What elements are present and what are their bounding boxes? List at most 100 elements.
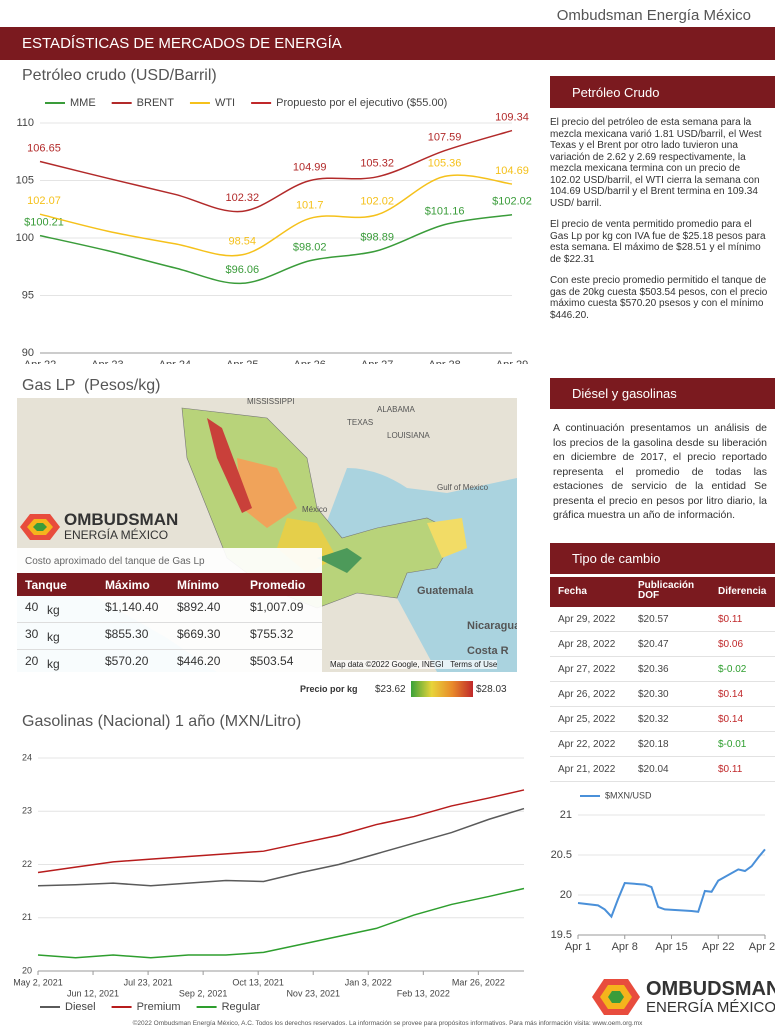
y-tick-label: 22 <box>22 859 32 869</box>
row-line <box>17 649 322 650</box>
gas-chart: Gasolinas (Nacional) 1 año (MXN/Litro) 20… <box>13 713 525 1013</box>
logo-icon <box>20 514 60 540</box>
column-header: Mínimo <box>177 578 219 592</box>
data-label: 105.32 <box>360 158 394 170</box>
scale-min: $23.62 <box>375 684 406 695</box>
column-header: Máximo <box>105 578 150 592</box>
data-label: $96.06 <box>225 264 259 276</box>
paragraph: A continuación presentamos un análisis d… <box>553 422 767 521</box>
y-tick-label: 21 <box>22 912 32 922</box>
row-line <box>550 731 775 732</box>
x-tick-label: Jan 3, 2022 <box>345 977 392 987</box>
series-line <box>37 887 525 959</box>
table-header <box>550 577 775 607</box>
gas-lp-title: Gas LP (Pesos/kg) <box>22 377 161 394</box>
scale-bar <box>411 681 473 697</box>
x-tick-label: Feb 13, 2022 <box>397 988 450 998</box>
row-line <box>550 781 775 782</box>
attribution: Map data ©2022 Google, INEGI <box>330 660 444 669</box>
table-cell: $855.30 <box>105 627 149 641</box>
panel-title: Diésel y gasolinas <box>550 378 775 409</box>
table-cell: Apr 22, 2022 <box>558 739 616 750</box>
column-header: Diferencia <box>718 586 767 597</box>
table-cell: kg <box>47 603 60 617</box>
row-line <box>550 706 775 707</box>
x-tick-label: Oct 13, 2021 <box>232 977 284 987</box>
data-label: $101.16 <box>425 206 465 218</box>
panel-title: Tipo de cambio <box>550 543 775 574</box>
x-tick-label: Apr 27 <box>361 359 393 364</box>
logo-sub: ENERGÍA MÉXICO <box>646 998 775 1016</box>
y-tick-label: 20.5 <box>551 849 572 861</box>
x-tick-label: Nov 23, 2021 <box>286 988 340 998</box>
table-cell: Apr 29, 2022 <box>558 614 616 625</box>
legend-label: $MXN/USD <box>605 790 652 800</box>
map-label: MISSISSIPPI <box>247 398 295 406</box>
series-line <box>37 807 525 887</box>
chart-title: Petróleo crudo (USD/Barril) <box>22 67 217 84</box>
paragraph: El precio de venta permitido promedio pa… <box>550 219 766 265</box>
logo-name: OMBUDSMAN <box>64 510 179 529</box>
table-cell: $503.54 <box>250 654 294 668</box>
table-cell: $0.11 <box>718 764 743 775</box>
table-cell: $570.20 <box>105 654 149 668</box>
scale-max: $28.03 <box>476 684 507 695</box>
data-label: 104.69 <box>495 165 529 177</box>
fx-chart: 19.5 20 20.5 21 Apr 1 Apr 8 Apr 15 Apr 22 Apr 29… <box>551 790 775 953</box>
series-line <box>39 174 513 257</box>
legend-label: WTI <box>215 97 235 109</box>
data-label: $98.02 <box>293 242 327 254</box>
y-tick-label: 23 <box>22 806 32 816</box>
legend-label: MME <box>70 97 96 109</box>
table-cell: $892.40 <box>177 600 221 614</box>
x-tick-label: Apr 26 <box>294 359 326 364</box>
table-cell: $0.14 <box>718 714 744 725</box>
map-attribution: Map data ©2022 Google, INEGI Terms of Us… <box>330 660 498 669</box>
series-line <box>577 848 766 919</box>
x-tick-label: Apr 22 <box>702 941 734 953</box>
terms[interactable]: Terms of Use <box>450 660 498 669</box>
column-header: Promedio <box>250 578 306 592</box>
data-label: 102.07 <box>27 195 61 207</box>
data-label: 105.36 <box>428 157 462 169</box>
data-label: 106.65 <box>27 142 61 154</box>
row-line <box>17 622 322 623</box>
x-tick-label: Jun 12, 2021 <box>67 988 119 998</box>
table-cell: $755.32 <box>250 627 294 641</box>
banner: ESTADÍSTICAS DE MERCADOS DE ENERGÍA <box>0 27 775 60</box>
x-tick-label: Apr 22 <box>24 359 56 364</box>
data-label: 102.32 <box>225 192 259 204</box>
row-line <box>550 656 775 657</box>
map-label: ALABAMA <box>377 405 415 414</box>
table-cell: $669.30 <box>177 627 221 641</box>
data-label: $98.89 <box>360 232 394 244</box>
table-cell: $20.18 <box>638 739 669 750</box>
data-label: 107.59 <box>428 132 462 144</box>
x-tick-label: Apr 28 <box>428 359 460 364</box>
y-tick-label: 100 <box>16 232 34 244</box>
series-line <box>37 789 525 874</box>
table-cell: Apr 27, 2022 <box>558 664 616 675</box>
series-line <box>39 129 513 213</box>
table-cell: 30 <box>25 627 39 641</box>
x-tick-label: Jul 23, 2021 <box>124 977 173 987</box>
x-tick-label: Apr 25 <box>226 359 258 364</box>
y-tick-label: 95 <box>22 289 34 301</box>
y-tick-label: 20 <box>22 965 32 975</box>
logo: OMBUDSMAN ENERGÍA MÉXICO <box>592 977 775 1017</box>
x-tick-label: Apr 1 <box>565 941 591 953</box>
x-tick-label: Sep 2, 2021 <box>179 988 228 998</box>
x-tick-label: Apr 8 <box>612 941 638 953</box>
table-cell: $1,007.09 <box>250 600 304 614</box>
table-cell: Apr 26, 2022 <box>558 689 616 700</box>
table-cell: $20.32 <box>638 714 669 725</box>
y-tick-label: 19.5 <box>551 929 572 941</box>
map-label: LOUISIANA <box>387 431 430 440</box>
x-tick-label: Apr 29 <box>496 359 528 364</box>
table-cell: $0.11 <box>718 614 743 625</box>
table-cell: 40 <box>25 600 39 614</box>
map-region <box>427 518 467 558</box>
paragraph: El precio del petróleo de esta semana pa… <box>550 117 762 209</box>
table-cell: $0.14 <box>718 689 744 700</box>
